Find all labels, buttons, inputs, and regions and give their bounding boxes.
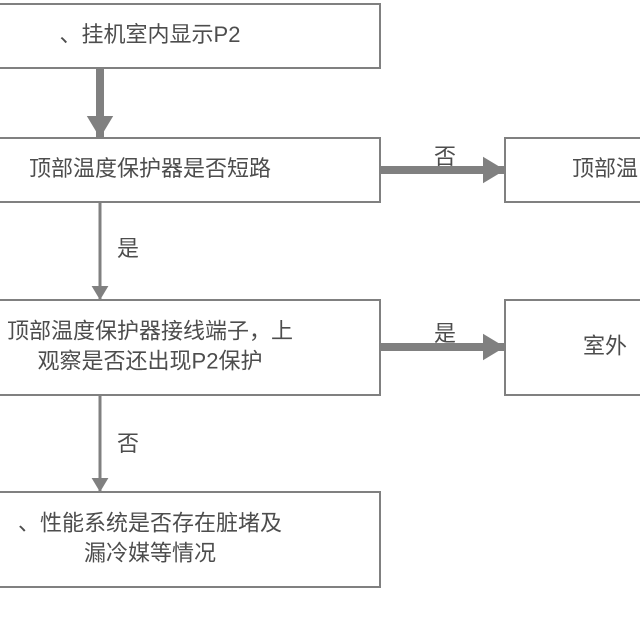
flow-edge (87, 68, 113, 138)
flow-edge: 否 (92, 395, 139, 492)
edge-arrowhead (483, 157, 505, 183)
node-text: 顶部温度保护器接线端子，上 (7, 318, 293, 343)
node-text: 漏冷媒等情况 (84, 540, 216, 565)
edge-label: 否 (434, 144, 456, 169)
node-text: 顶部温 (572, 156, 638, 181)
edge-arrowhead (92, 286, 109, 300)
flow-node-n2: 顶部温度保护器是否短路 (0, 138, 380, 202)
edge-arrowhead (483, 334, 505, 360)
flow-node-n5: 顶部温 (505, 138, 640, 202)
node-text: 顶部温度保护器是否短路 (29, 156, 271, 181)
edge-label: 是 (117, 236, 139, 261)
flow-edge: 是 (380, 321, 505, 360)
node-text: 、挂机室内显示P2 (60, 22, 241, 47)
flow-node-n4: 、性能系统是否存在脏堵及漏冷媒等情况 (0, 492, 380, 587)
edge-arrowhead (92, 478, 109, 492)
edge-label: 是 (434, 321, 456, 346)
flow-node-n3: 顶部温度保护器接线端子，上观察是否还出现P2保护 (0, 300, 380, 395)
node-text: 室外 (583, 333, 627, 358)
flow-node-n1: 、挂机室内显示P2 (0, 4, 380, 68)
flow-edge: 是 (92, 202, 139, 300)
edge-arrowhead (87, 116, 113, 138)
edge-label: 否 (117, 431, 139, 456)
node-text: 观察是否还出现P2保护 (38, 348, 263, 373)
node-text: 、性能系统是否存在脏堵及 (18, 510, 282, 535)
flow-node-n6: 室外 (505, 300, 640, 395)
flow-edge: 否 (380, 144, 505, 183)
